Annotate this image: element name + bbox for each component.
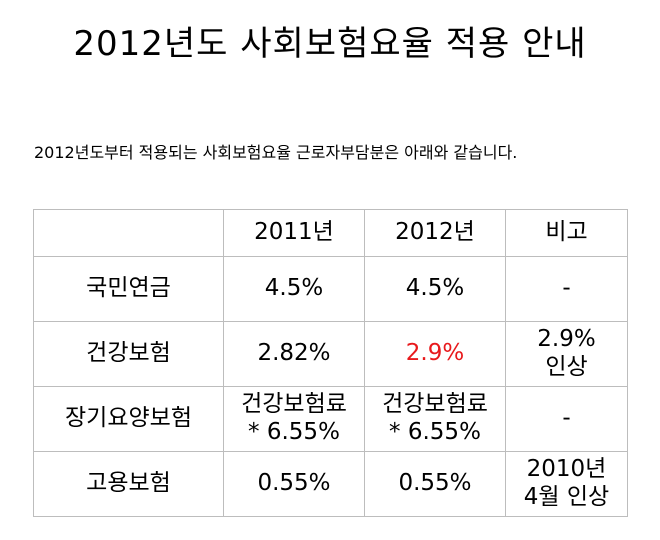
document-title: 2012년도 사회보험요율 적용 안내 (73, 24, 587, 64)
cell-2011-employment-insurance: 0.55% (223, 451, 365, 517)
table-row-health-insurance: 건강보험 2.82% 2.9% 2.9% 인상 (33, 321, 628, 387)
cell-2012-long-term-care: 건강보험료 * 6.55% (364, 386, 506, 452)
cell-2012-employment-insurance: 0.55% (364, 451, 506, 517)
cell-note-health-insurance: 2.9% 인상 (505, 321, 628, 387)
cell-note-employment-insurance: 2010년 4월 인상 (505, 451, 628, 517)
note-line-2: 인상 (545, 354, 588, 380)
note-line-2: 4월 인상 (523, 484, 610, 510)
cell-line-2: * 6.55% (389, 419, 481, 445)
cell-line-1: 건강보험료 (382, 391, 488, 418)
note-line-1: 2.9% (537, 326, 596, 353)
row-label-employment-insurance: 고용보험 (33, 451, 224, 517)
table-row-national-pension: 국민연금 4.5% 4.5% - (33, 256, 628, 322)
header-cell-2012: 2012년 (364, 209, 506, 257)
cell-2012-health-insurance: 2.9% (364, 321, 506, 387)
intro-text: 2012년도부터 적용되는 사회보험요율 근로자부담분은 아래와 같습니다. (34, 143, 518, 162)
row-label-health-insurance: 건강보험 (33, 321, 224, 387)
table-header-row: 2011년 2012년 비고 (33, 209, 628, 257)
cell-note-long-term-care: - (505, 386, 628, 452)
cell-2012-national-pension: 4.5% (364, 256, 506, 322)
cell-2011-national-pension: 4.5% (223, 256, 365, 322)
insurance-rate-table: 2011년 2012년 비고 국민연금 4.5% 4.5% - 건강보험 2.8… (33, 209, 628, 517)
cell-line-2: * 6.55% (248, 419, 340, 445)
cell-line-1: 건강보험료 (241, 391, 347, 418)
header-cell-empty (33, 209, 224, 257)
cell-note-national-pension: - (505, 256, 628, 322)
cell-2011-health-insurance: 2.82% (223, 321, 365, 387)
header-cell-note: 비고 (505, 209, 628, 257)
header-cell-2011: 2011년 (223, 209, 365, 257)
table-row-employment-insurance: 고용보험 0.55% 0.55% 2010년 4월 인상 (33, 451, 628, 517)
note-line-1: 2010년 (526, 456, 607, 483)
cell-2011-long-term-care: 건강보험료 * 6.55% (223, 386, 365, 452)
table-row-long-term-care: 장기요양보험 건강보험료 * 6.55% 건강보험료 * 6.55% - (33, 386, 628, 452)
row-label-long-term-care: 장기요양보험 (33, 386, 224, 452)
row-label-national-pension: 국민연금 (33, 256, 224, 322)
